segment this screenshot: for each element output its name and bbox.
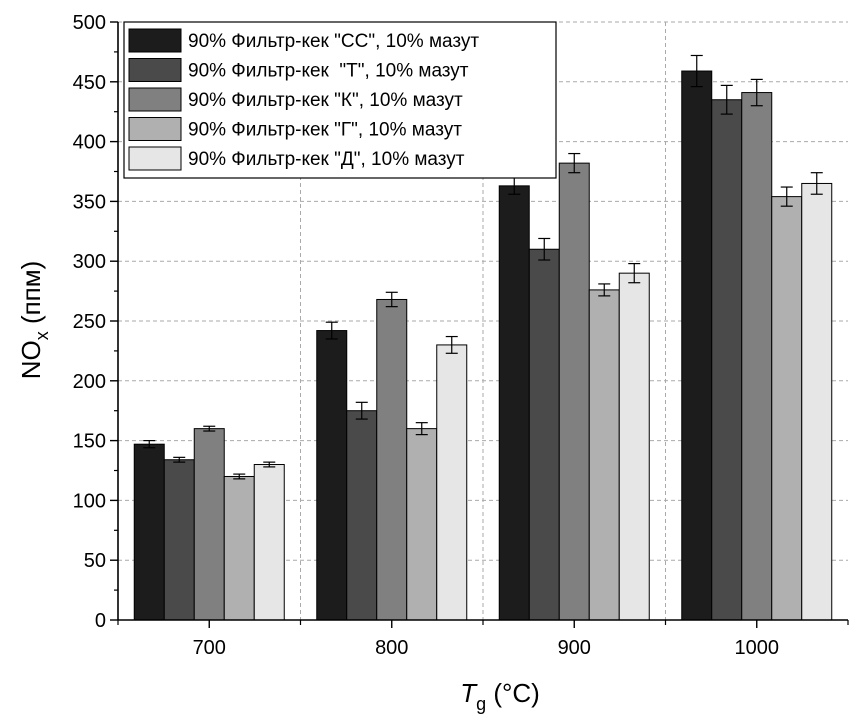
x-axis-title-unit: (°C): [486, 678, 540, 708]
y-tick-label: 350: [73, 191, 106, 213]
y-axis-title-sub: x: [32, 331, 52, 340]
y-tick-label: 200: [73, 371, 106, 393]
legend-label: 90% Фильтр-кек "К", 10% мазут: [188, 90, 463, 111]
y-axis-title-main: NO: [16, 340, 46, 379]
x-tick-label: 900: [558, 637, 591, 659]
legend-label: 90% Фильтр-кек "СС", 10% мазут: [188, 31, 479, 52]
legend-label: 90% Фильтр-кек "Д", 10% мазут: [188, 149, 465, 170]
legend: 90% Фильтр-кек "СС", 10% мазут 90% Фильтр…: [123, 21, 557, 179]
bar: [618, 272, 650, 621]
x-tick-label: 700: [193, 637, 226, 659]
bars: [133, 54, 833, 621]
bar: [346, 410, 378, 621]
bar: [558, 162, 590, 621]
y-tick-label: 300: [73, 251, 106, 273]
legend-swatch: [128, 87, 182, 112]
bar: [223, 475, 255, 621]
legend-box: [123, 21, 557, 179]
y-axis-title: NOx (ппм): [16, 261, 52, 380]
y-axis-title-unit: (ппм): [16, 261, 46, 332]
y-tick-label: 400: [73, 132, 106, 154]
y-tick-label: 100: [73, 490, 106, 512]
bar: [498, 185, 530, 621]
legend-swatch: [128, 28, 182, 53]
x-axis-title-main: T: [460, 678, 478, 708]
bar: [253, 464, 285, 621]
bar: [711, 99, 743, 621]
y-tick-label: 250: [73, 311, 106, 333]
axes: [110, 21, 849, 628]
x-axis-title-sub: g: [476, 694, 486, 714]
x-tick-label: 1000: [735, 637, 780, 659]
bar: [681, 70, 713, 621]
y-tick-label: 500: [73, 12, 106, 34]
bar: [133, 443, 165, 621]
bar: [588, 289, 620, 621]
bar: [801, 182, 833, 621]
bar: [436, 344, 468, 621]
y-tick-label: 0: [95, 610, 106, 632]
legend-swatch: [128, 146, 182, 171]
x-tick-label: 800: [375, 637, 408, 659]
legend-label: 90% Фильтр-кек "Т", 10% мазут: [188, 61, 469, 82]
bar: [316, 330, 348, 621]
bar: [741, 92, 773, 621]
legend-swatch: [128, 117, 182, 141]
bar: [376, 298, 408, 621]
bar: [771, 196, 803, 621]
y-tick-label: 450: [73, 72, 106, 94]
bar: [528, 248, 560, 621]
y-tick-label: 50: [84, 550, 106, 572]
tick-labels: 0 50 100 150 200 250 300 350 400 450 500 700 800 900 1…: [73, 12, 779, 659]
x-axis-title: Tg (°C): [460, 678, 540, 714]
legend-label: 90% Фильтр-кек "Г", 10% мазут: [188, 120, 462, 141]
legend-swatch: [128, 58, 182, 82]
bar: [193, 428, 225, 621]
y-tick-label: 150: [73, 431, 106, 453]
bar: [406, 428, 438, 621]
bar: [163, 459, 195, 621]
